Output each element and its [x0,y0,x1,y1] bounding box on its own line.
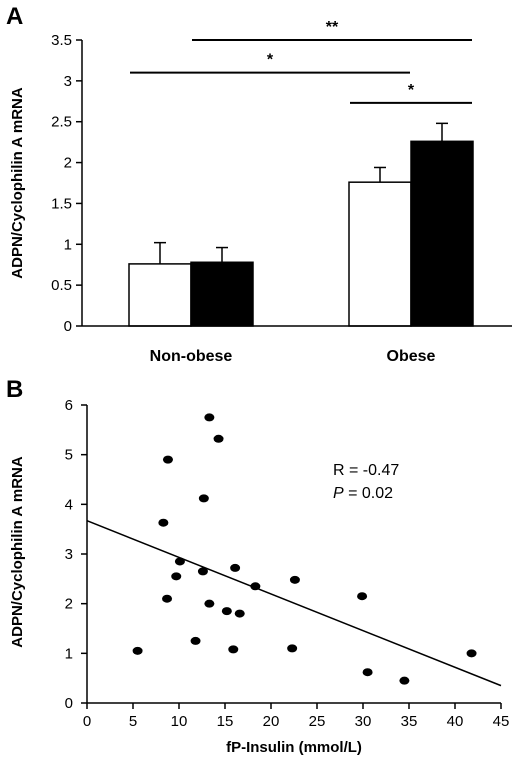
scatter-y-tick-label: 3 [65,546,73,563]
scatter-point [362,668,373,677]
scatter-x-ticks: 0 5 10 15 20 25 30 35 40 45 [83,703,510,730]
scatter-y-axis-title: ADPN/Cyclophilin A mRNA [9,456,26,648]
scatter-point [213,434,224,443]
bar-y-tick-label: 3 [64,73,72,90]
scatter-point [190,636,201,645]
scatter-point [204,599,215,608]
p-value: = 0.02 [344,485,393,502]
correlation-r-text: R = -0.47 [333,462,399,479]
bar-y-tick-label: 1.5 [51,195,72,212]
bar-y-tick-label: 2.5 [51,114,72,131]
scatter-point [204,413,215,422]
bar-y-ticks: 0 0.5 1 1.5 2 2.5 3 3.5 [51,32,82,335]
correlation-p-text: P = 0.02 [333,485,393,502]
bar-black-obese [410,140,474,327]
bar-y-tick-label: 0 [64,318,72,335]
scatter-point [399,676,410,685]
scatter-x-tick-label: 20 [263,713,280,730]
scatter-y-ticks: 0 1 2 3 4 5 6 [65,397,87,712]
bar-y-tick-label: 1 [64,236,72,253]
scatter-y-tick-label: 2 [65,596,73,613]
bar-y-axis-title: ADPN/Cyclophilin A mRNA [9,87,26,279]
scatter-y-tick-label: 6 [65,397,73,414]
bar-y-tick-label: 2 [64,155,72,172]
bar-white-obese [348,181,412,327]
bar-series [128,140,474,327]
category-label-non-obese: Non-obese [150,348,233,365]
scatter-point [466,649,477,658]
scatter-x-tick-label: 45 [493,713,510,730]
scatter-x-tick-label: 35 [401,713,418,730]
scatter-chart: ADPN/Cyclophilin A mRNA fP-Insulin (mmol… [9,397,509,756]
significance-label: * [267,52,274,69]
bar-error-bars [154,122,448,264]
bar-chart: ADPN/Cyclophilin A mRNA 0 0.5 1 1.5 2 2.5 3 3.5… [9,19,512,365]
scatter-point [171,572,182,581]
scatter-x-tick-label: 5 [129,713,137,730]
regression-line [86,520,502,687]
scatter-point [162,594,173,603]
scatter-point [230,563,241,572]
scatter-y-tick-label: 5 [65,447,73,464]
significance-brackets: **** [130,19,472,104]
scatter-point [158,518,169,527]
scatter-point [132,646,143,655]
bar-white-non-obese [128,263,192,327]
scatter-point [234,609,245,618]
scatter-x-tick-label: 0 [83,713,91,730]
scatter-x-tick-label: 30 [355,713,372,730]
scatter-points [132,413,477,685]
scatter-point [250,582,261,591]
panel-b-label: B [6,376,23,403]
panel-a-label: A [6,3,23,30]
scatter-point [162,455,173,464]
scatter-x-tick-label: 10 [171,713,188,730]
scatter-point [287,644,298,653]
scatter-point [221,607,232,616]
significance-label: * [408,82,415,99]
scatter-point [197,567,208,576]
scatter-point [198,494,209,503]
scatter-x-tick-label: 25 [309,713,326,730]
scatter-y-tick-label: 1 [65,645,73,662]
scatter-point [289,575,300,584]
scatter-x-tick-label: 15 [217,713,234,730]
significance-label: ** [326,19,339,36]
bar-y-tick-label: 3.5 [51,32,72,49]
scatter-point [357,592,368,601]
scatter-x-tick-label: 40 [447,713,464,730]
scatter-y-tick-label: 4 [65,496,73,513]
scatter-point [228,645,239,654]
category-label-obese: Obese [387,348,436,365]
scatter-point [174,557,185,566]
scatter-y-tick-label: 0 [65,695,73,712]
bar-black-non-obese [190,261,254,327]
p-symbol: P [333,485,344,502]
bar-y-tick-label: 0.5 [51,277,72,294]
scatter-x-axis-title: fP-Insulin (mmol/L) [226,739,362,756]
